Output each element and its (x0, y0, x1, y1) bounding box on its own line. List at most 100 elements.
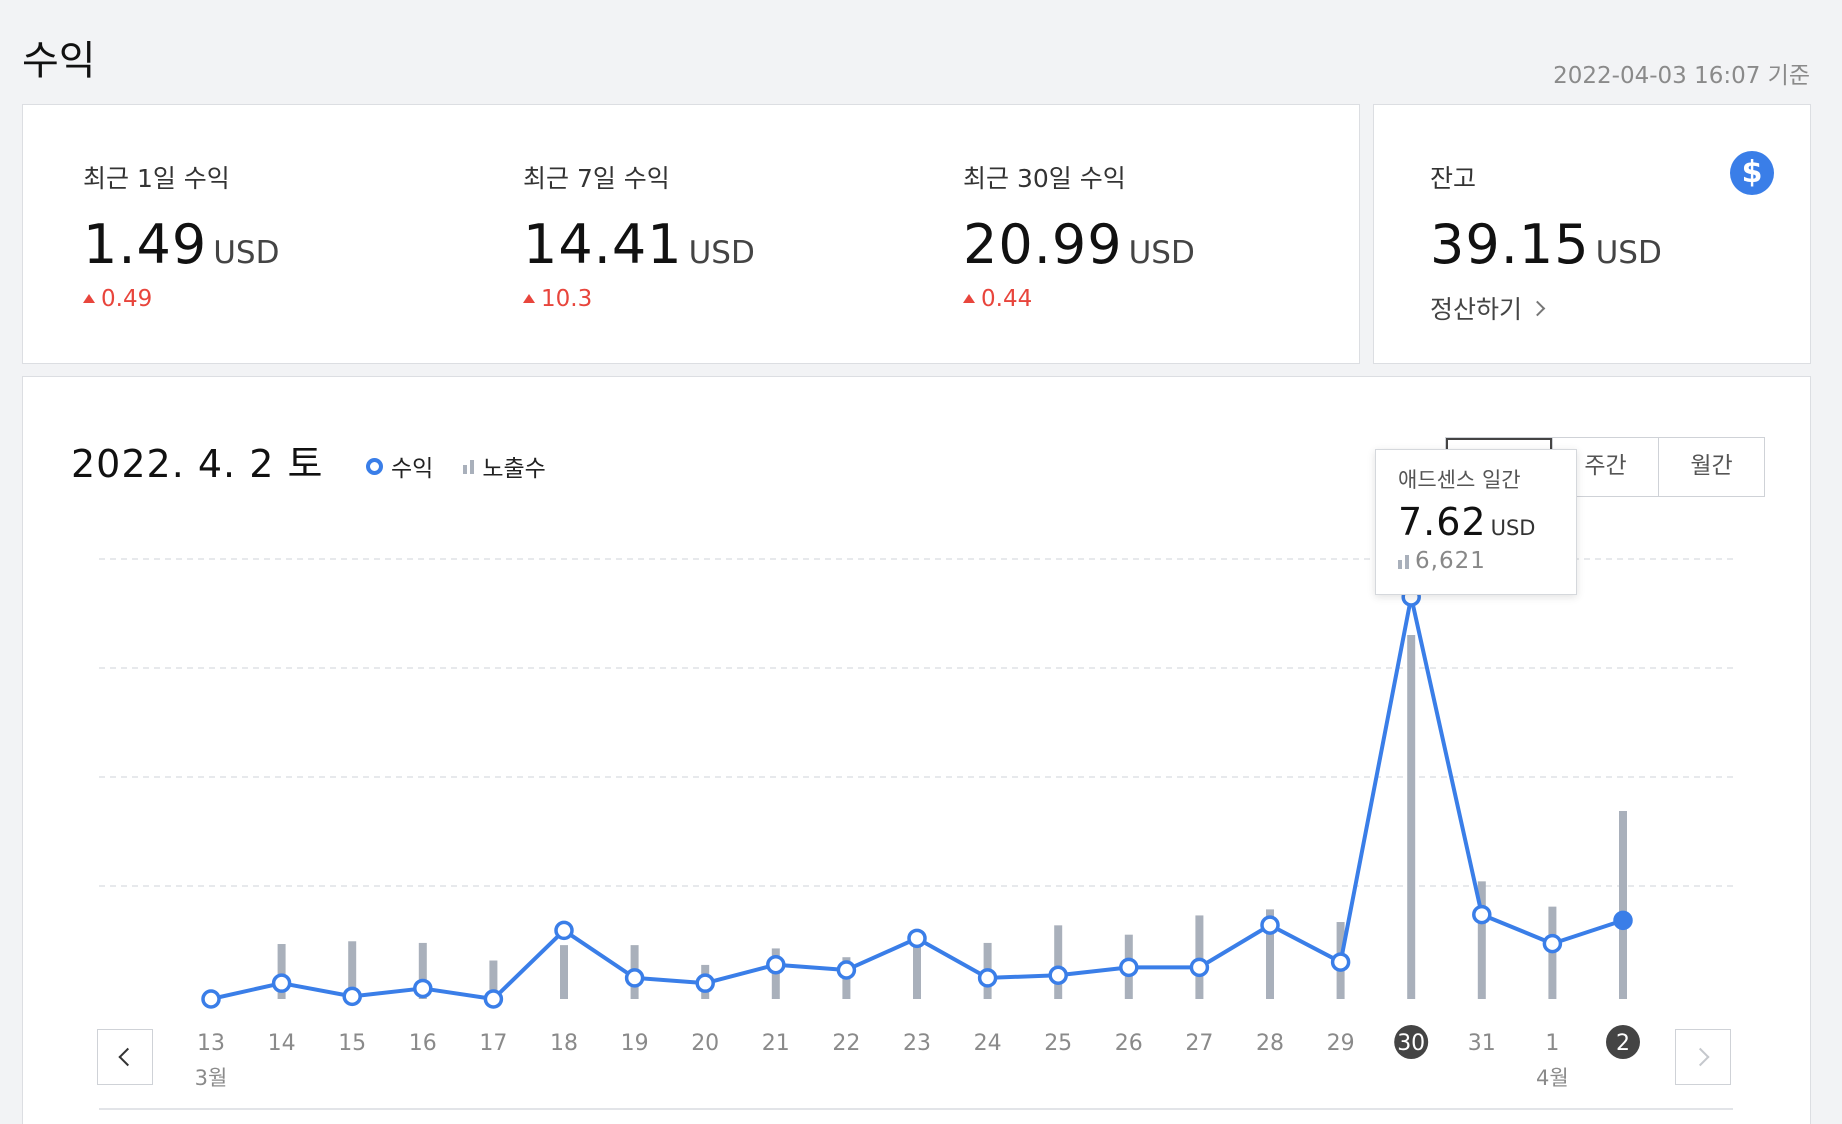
stat-value: 1.49 (83, 213, 208, 276)
revenue-point (836, 960, 857, 980)
prev-page-button[interactable] (97, 1029, 153, 1085)
dollar-icon[interactable]: $ (1730, 151, 1774, 195)
revenue-point (1189, 957, 1210, 978)
month-label: 3월 (195, 1066, 228, 1090)
revenue-point (201, 989, 221, 1009)
x-tick-label: 30 (1397, 1031, 1425, 1056)
impression-bar (560, 945, 568, 999)
legend-revenue-label: 수익 (391, 456, 434, 482)
balance-card: 잔고 39.15 USD 정산하기 $ (1373, 104, 1811, 364)
x-tick-label: 28 (1256, 1031, 1284, 1056)
legend-impressions-label: 노출수 (482, 456, 546, 482)
impression-bar (348, 941, 357, 999)
stat-30-day: 최근 30일 수익 20.99 USD 0.44 (963, 159, 1195, 312)
chart-legend: 수익 노출수 (366, 449, 546, 483)
stat-delta: 10.3 (541, 286, 593, 312)
tooltip-value: 7.62 (1398, 500, 1487, 544)
stat-unit: USD (213, 235, 280, 271)
x-tick-label: 15 (338, 1031, 366, 1056)
x-tick-label: 17 (479, 1031, 507, 1056)
impression-bar (913, 941, 921, 999)
impression-bar (1054, 925, 1063, 999)
stat-1-day: 최근 1일 수익 1.49 USD 0.49 (83, 159, 279, 312)
bar-icon (1398, 553, 1409, 569)
stat-unit: USD (1128, 235, 1195, 271)
revenue-point (1260, 915, 1280, 935)
revenue-point (977, 968, 998, 988)
x-tick-label: 1 (1545, 1031, 1559, 1056)
revenue-point (554, 920, 574, 941)
revenue-chart: 13 14 15 16 17 18 19 20 21 22 23 24 25 26 27 28 29 30 31 1 2… (99, 558, 1733, 1110)
x-tick-label: 26 (1115, 1031, 1143, 1056)
chart-tooltip: 애드센스 일간 7.62 USD 6,621 (1375, 449, 1577, 595)
selected-tick-marker (1606, 1025, 1640, 1059)
x-tick-label: 13 (197, 1031, 225, 1056)
chart-selected-date: 2022. 4. 2 토 (71, 442, 324, 486)
stat-value: 14.41 (523, 213, 683, 276)
revenue-point (1472, 904, 1492, 925)
stat-unit: USD (688, 235, 755, 271)
legend-impressions[interactable]: 노출수 (463, 449, 546, 483)
settle-label: 정산하기 (1430, 295, 1523, 324)
balance-unit: USD (1595, 235, 1662, 271)
impression-bar (1619, 810, 1627, 999)
revenue-point (1542, 933, 1563, 954)
x-tick-label: 31 (1468, 1031, 1496, 1056)
up-arrow-icon (523, 294, 535, 303)
next-page-button[interactable] (1675, 1029, 1731, 1085)
revenue-point (413, 978, 433, 999)
selected-tick-marker (1394, 1025, 1429, 1059)
month-label: 4월 (1536, 1066, 1569, 1090)
impression-bar (1195, 915, 1204, 999)
as-of-timestamp: 2022-04-03 16:07 기준 (1553, 63, 1810, 89)
stat-7-day: 최근 7일 수익 14.41 USD 10.3 (523, 159, 755, 312)
chevron-left-icon (118, 1047, 137, 1067)
bar-icon (463, 458, 475, 474)
impression-bar (489, 960, 498, 999)
chevron-right-icon (1529, 300, 1546, 316)
x-tick-label: 24 (974, 1031, 1002, 1056)
circle-icon (366, 457, 383, 475)
x-tick-label: 16 (409, 1031, 437, 1056)
revenue-point (271, 973, 292, 993)
settle-link[interactable]: 정산하기 (1430, 290, 1662, 326)
x-tick-label: 21 (762, 1031, 790, 1056)
tab-monthly[interactable]: 월간 (1658, 438, 1764, 496)
revenue-point (1330, 952, 1351, 972)
impression-bar (1407, 635, 1416, 999)
balance-label: 잔고 (1430, 164, 1477, 193)
tooltip-title: 애드센스 일간 (1398, 468, 1521, 492)
chart-card: 13 14 15 16 17 18 19 20 21 22 23 24 25 26 27 28 29 30 31 1 2… (22, 376, 1811, 1124)
earnings-summary-card: 최근 1일 수익 1.49 USD 0.49 최근 7일 수익 14.41 USD … (22, 104, 1360, 364)
x-tick-label: 23 (903, 1031, 931, 1056)
page-title: 수익 (22, 38, 96, 84)
x-tick-label: 29 (1327, 1031, 1355, 1056)
impression-bar (1266, 909, 1274, 999)
stat-delta: 0.44 (981, 286, 1033, 312)
revenue-point (624, 968, 645, 988)
revenue-point (1613, 910, 1633, 931)
revenue-point (695, 973, 715, 993)
stat-label: 최근 1일 수익 (83, 164, 230, 193)
impression-bar (1477, 881, 1486, 999)
balance-value: 39.15 (1430, 213, 1590, 276)
up-arrow-icon (83, 294, 95, 303)
revenue-point (1048, 965, 1068, 986)
x-tick-label: 2 (1616, 1031, 1630, 1056)
x-tick-label: 19 (621, 1031, 649, 1056)
balance: 잔고 39.15 USD 정산하기 (1430, 159, 1662, 326)
x-tick-label: 18 (550, 1031, 578, 1056)
stat-delta: 0.49 (101, 286, 153, 312)
revenue-point (483, 989, 504, 1009)
x-tick-label: 20 (691, 1031, 719, 1056)
impression-bar (277, 944, 286, 999)
x-tick-label: 25 (1044, 1031, 1072, 1056)
tooltip-impressions: 6,621 (1415, 548, 1486, 574)
x-tick-label: 27 (1185, 1031, 1213, 1056)
legend-revenue[interactable]: 수익 (366, 449, 433, 483)
x-tick-label: 14 (268, 1031, 296, 1056)
stat-label: 최근 30일 수익 (963, 164, 1126, 193)
stat-value: 20.99 (963, 213, 1123, 276)
chevron-right-icon (1691, 1047, 1710, 1067)
x-tick-label: 22 (832, 1031, 860, 1056)
